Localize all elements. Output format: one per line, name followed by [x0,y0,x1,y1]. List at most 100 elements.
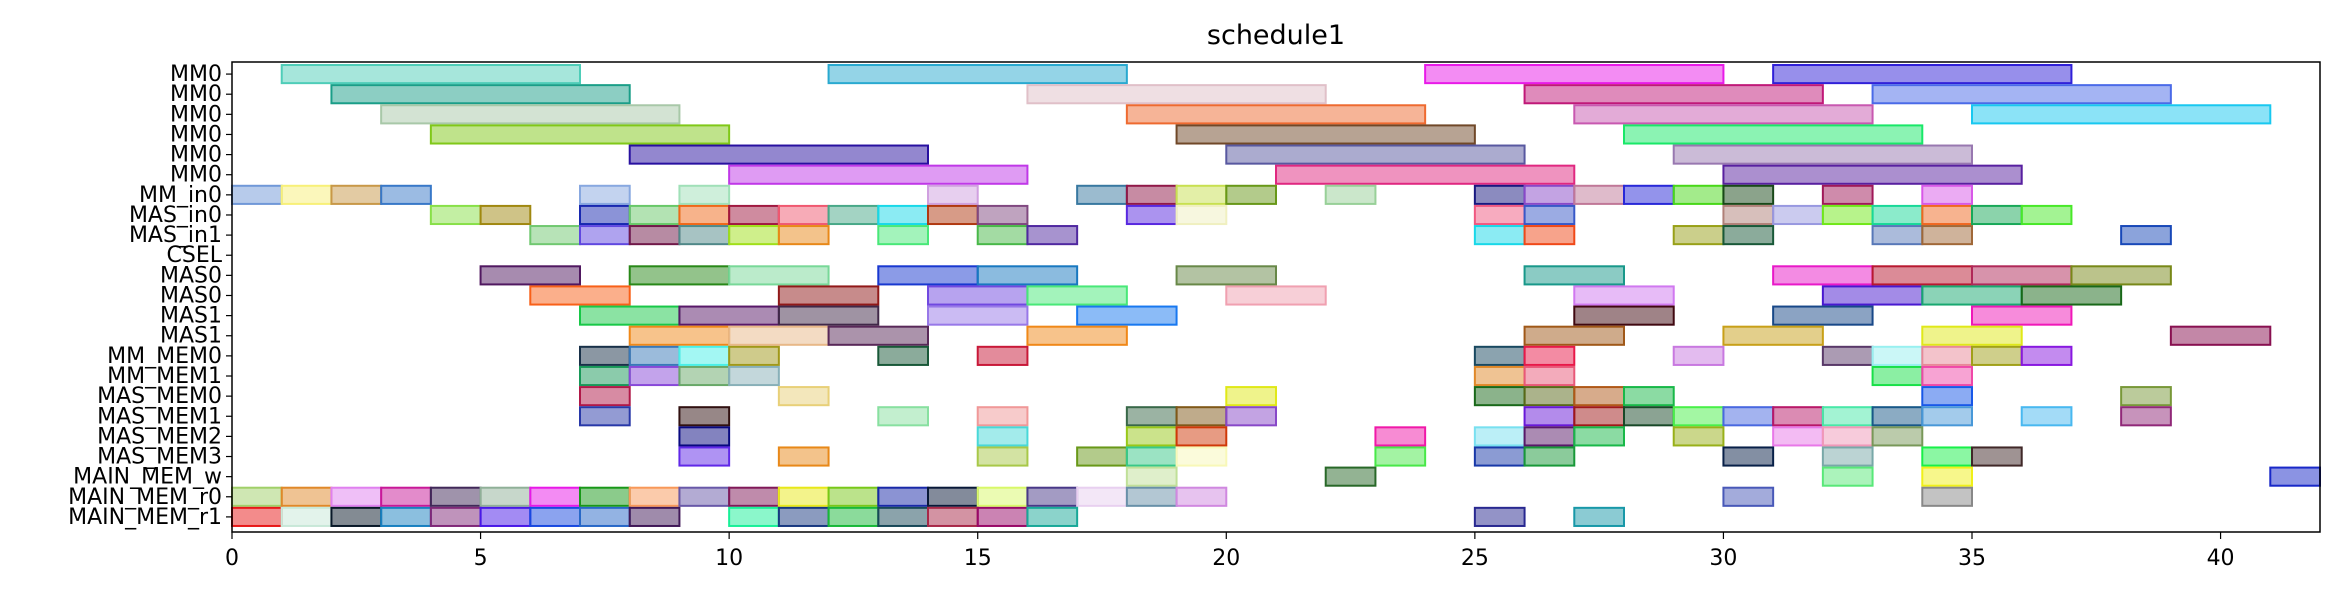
task-bar [728,345,780,366]
task-bar [877,506,929,527]
task-bar [678,426,731,447]
task-bar [1125,406,1178,427]
task-bar [1672,225,1725,246]
row-label: MM_MEM0 [107,344,222,369]
task-bar [1175,184,1228,205]
task-bar [2020,285,2123,306]
task-bar [1175,426,1228,447]
task-bar [1623,124,1924,145]
task-bar [1871,265,1973,286]
task-bar [827,325,929,346]
task-bar [1523,345,1576,366]
row-label: CSEL [167,243,223,268]
row-label: MM0 [170,143,222,168]
x-axis: 0 5 10 15 20 25 30 35 40 [225,532,2235,571]
task-bar [877,406,929,427]
task-bar [728,265,830,286]
task-bar [429,486,482,507]
task-bar [1722,406,1775,427]
task-bar [678,204,731,226]
task-bar [678,345,731,366]
task-bar [827,506,880,527]
task-bar [1473,506,1526,527]
task-bar [1921,345,1974,366]
task-bar [2120,225,2172,246]
task-bar [927,506,979,527]
task-bar [1772,265,1874,286]
row-label: MM0 [170,102,222,127]
row-label: MM_in0 [139,183,222,208]
task-bar [1324,466,1377,487]
task-bar [877,225,929,246]
task-bar [628,265,731,286]
task-bar [1225,144,1526,165]
task-bar [2169,325,2272,346]
task-bar [628,345,681,366]
task-bar [1374,446,1427,467]
task-bar [579,386,631,407]
task-bar [1225,386,1278,407]
task-bar [628,225,681,246]
task-bar [678,486,731,507]
task-bar [1921,446,1974,467]
task-bar [678,225,731,246]
task-bar [1722,446,1775,467]
row-label: MAS1 [160,304,222,329]
task-bar [1473,365,1526,387]
task-bar [1772,64,2073,85]
task-bar [529,285,631,306]
task-bar [1672,345,1725,366]
task-bar [1473,446,1526,467]
task-bar [1573,406,1626,427]
task-bar [1772,204,1824,226]
task-bar [231,506,283,527]
task-bar [1125,184,1178,205]
task-bar [330,184,383,205]
task-bar [280,506,333,527]
task-bar [1871,406,1924,427]
row-label: MAS0 [160,283,222,308]
task-bar [678,406,731,427]
task-bar [1623,184,1675,205]
task-bar [579,506,631,527]
task-bar [1971,265,2073,286]
task-bar [1921,406,1974,427]
task-bar [678,365,731,387]
task-bar [628,506,681,527]
row-label: MAIN_MEM_w [73,465,222,490]
task-bar [1125,104,1427,125]
task-bar [628,325,731,346]
task-bar [976,426,1029,447]
task-bar [1523,184,1576,205]
task-bar [579,486,631,507]
task-bar [678,305,780,326]
task-bar [1076,305,1178,326]
task-bar [777,225,830,246]
task-bar [976,506,1029,527]
task-bar [529,225,581,246]
task-bar [1026,84,1327,105]
task-bar [1523,446,1576,467]
task-bar [1473,386,1526,407]
row-label: MM0 [170,122,222,147]
task-bar [728,486,780,507]
row-label: MAS_MEM2 [97,424,222,449]
row-label: MAIN_MEM_r0 [68,485,222,510]
task-bar [1921,184,1974,205]
x-tick-label: 25 [1461,546,1489,571]
task-bar [1175,446,1228,467]
row-label: MAIN_MEM_r1 [68,505,222,530]
task-bar [976,225,1029,246]
task-bar [579,204,631,226]
task-bar [1971,305,2073,326]
task-bar [728,204,780,226]
row-label: MAS_in0 [129,203,222,228]
task-bar [877,265,979,286]
task-bar [1722,204,1775,226]
row-label: MAS_in1 [129,223,222,248]
x-tick-label: 5 [474,546,488,571]
task-bar [1871,345,1924,366]
row-label: MAS_MEM0 [97,384,222,409]
task-bar [728,164,1029,185]
